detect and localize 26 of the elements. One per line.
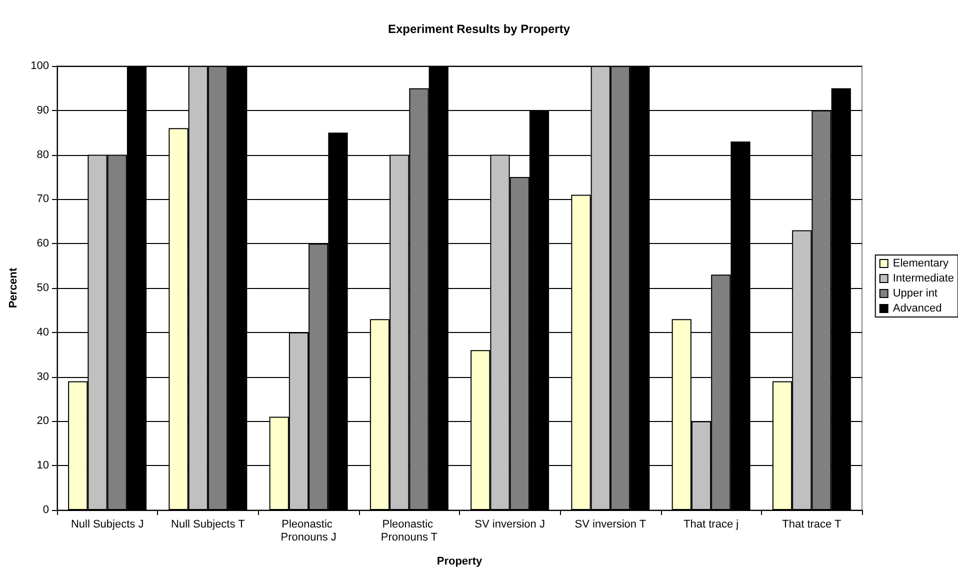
x-tick-label: SV inversion T (574, 518, 646, 530)
legend-label: Elementary (892, 258, 949, 270)
y-tick-label: 10 (36, 460, 49, 472)
legend-label: Intermediate (892, 272, 954, 284)
y-tick-label: 50 (36, 282, 49, 294)
y-tick-label: 0 (42, 504, 49, 516)
y-tick-label: 60 (36, 238, 49, 250)
x-tick-label: SV inversion J (474, 518, 545, 530)
y-tick-label: 20 (36, 415, 49, 428)
y-tick-label: 40 (36, 326, 49, 338)
legend-label: Advanced (892, 302, 942, 314)
y-axis-title: Percent (8, 267, 20, 308)
x-tick-label: Null Subjects T (171, 518, 246, 530)
chart-title: Experiment Results by Property (388, 22, 570, 36)
x-tick-label: Pleonastic Pronouns T (380, 518, 438, 544)
y-tick-label: 30 (36, 370, 49, 383)
x-tick-label: That trace j (684, 518, 739, 530)
legend-label: Upper int (892, 288, 938, 300)
y-tick-label: 70 (36, 193, 49, 206)
y-tick-label: 80 (36, 148, 49, 161)
x-tick-label: Pleonastic Pronouns J (280, 518, 336, 544)
y-tick-label: 90 (36, 104, 49, 116)
x-tick-label: That trace T (782, 518, 842, 530)
y-tick-label: 100 (30, 60, 49, 72)
x-tick-label: Null Subjects J (70, 518, 144, 530)
x-axis-title: Property (436, 556, 483, 568)
